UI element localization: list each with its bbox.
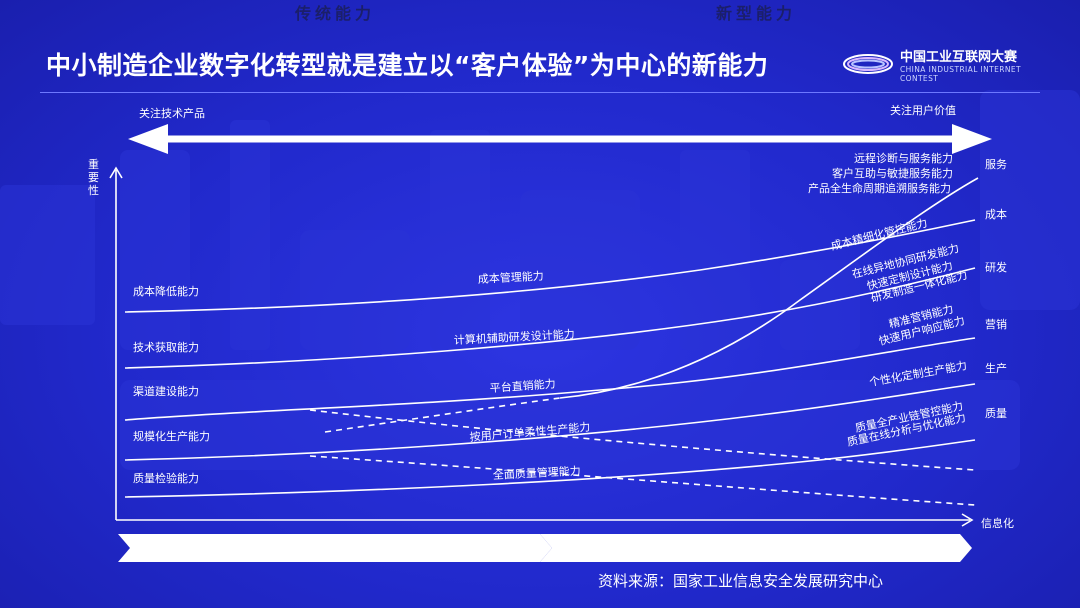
band-traditional-label: 传统能力: [294, 4, 375, 23]
right-label-service-3: 产品全生命周期追溯服务能力: [808, 181, 951, 195]
mid-label-cost-management: 成本管理能力: [477, 269, 544, 286]
page-title: 中小制造企业数字化转型就是建立以“客户体验”为中心的新能力: [46, 51, 769, 80]
y-axis-label-char-1: 重: [88, 157, 99, 171]
arrow-left-label: 关注技术产品: [139, 106, 205, 120]
category-quality: 质量: [985, 407, 1007, 420]
dashed-line-quality-inspection-decline: [309, 455, 976, 506]
header-divider: [40, 92, 1040, 93]
contest-logo: 中国工业互联网大赛 CHINA INDUSTRIAL INTERNET CONT…: [842, 42, 1062, 90]
left-label-quality-inspection: 质量检验能力: [133, 471, 199, 485]
left-label-mass-production: 规模化生产能力: [133, 429, 210, 443]
mid-label-cad-rd: 计算机辅助研发设计能力: [453, 327, 575, 347]
left-label-channel-building: 渠道建设能力: [133, 384, 199, 398]
curve-cost: [124, 219, 976, 313]
category-marketing: 营销: [985, 317, 1007, 331]
logo-english-name: CHINA INDUSTRIAL INTERNET CONTEST: [900, 65, 1022, 83]
focus-double-arrow: [128, 124, 992, 154]
left-label-tech-acquisition: 技术获取能力: [133, 340, 199, 354]
band-new-shape: [540, 534, 972, 562]
curve-rd: [124, 267, 976, 369]
band-traditional-shape: [118, 534, 552, 562]
right-label-cost-1: 成本精细化管控能力: [829, 215, 928, 253]
y-axis-label-char-2: 要: [88, 171, 99, 184]
category-cost: 成本: [985, 207, 1007, 221]
dashed-line-mass-production-decline: [309, 409, 976, 471]
curve-marketing: [124, 337, 976, 421]
band-new-label: 新型能力: [715, 4, 796, 23]
curve-service: [559, 177, 979, 399]
mid-label-total-quality-management: 全面质量管理能力: [492, 463, 581, 482]
curve-quality: [124, 439, 976, 498]
x-axis-arrowhead-icon: [961, 513, 974, 527]
category-service: 服务: [985, 158, 1007, 171]
right-label-service-1: 远程诊断与服务能力: [854, 151, 953, 165]
right-label-service-2: 客户互助与敏捷服务能力: [832, 166, 953, 180]
y-axis-label-char-3: 性: [88, 183, 99, 197]
arrow-right-label: 关注用户价值: [890, 103, 956, 117]
category-production: 生产: [985, 361, 1007, 375]
mid-label-flexible-production: 按用户订单柔性生产能力: [469, 419, 591, 443]
contest-logo-mark-icon: [843, 54, 893, 74]
mid-label-platform-direct-sales: 平台直销能力: [489, 376, 556, 395]
y-axis-arrowhead-icon: [109, 166, 123, 179]
x-axis-label: 信息化: [981, 516, 1014, 530]
category-rd: 研发: [985, 260, 1007, 274]
left-label-cost-reduction: 成本降低能力: [133, 284, 199, 298]
logo-chinese-name: 中国工业互联网大赛: [900, 50, 1018, 65]
source-note: 资料来源：国家工业信息安全发展研究中心: [598, 572, 884, 590]
dashed-line-platform-direct-sales: [324, 397, 561, 433]
right-label-production-1: 个性化定制生产能力: [868, 358, 968, 389]
curve-production: [124, 383, 976, 461]
